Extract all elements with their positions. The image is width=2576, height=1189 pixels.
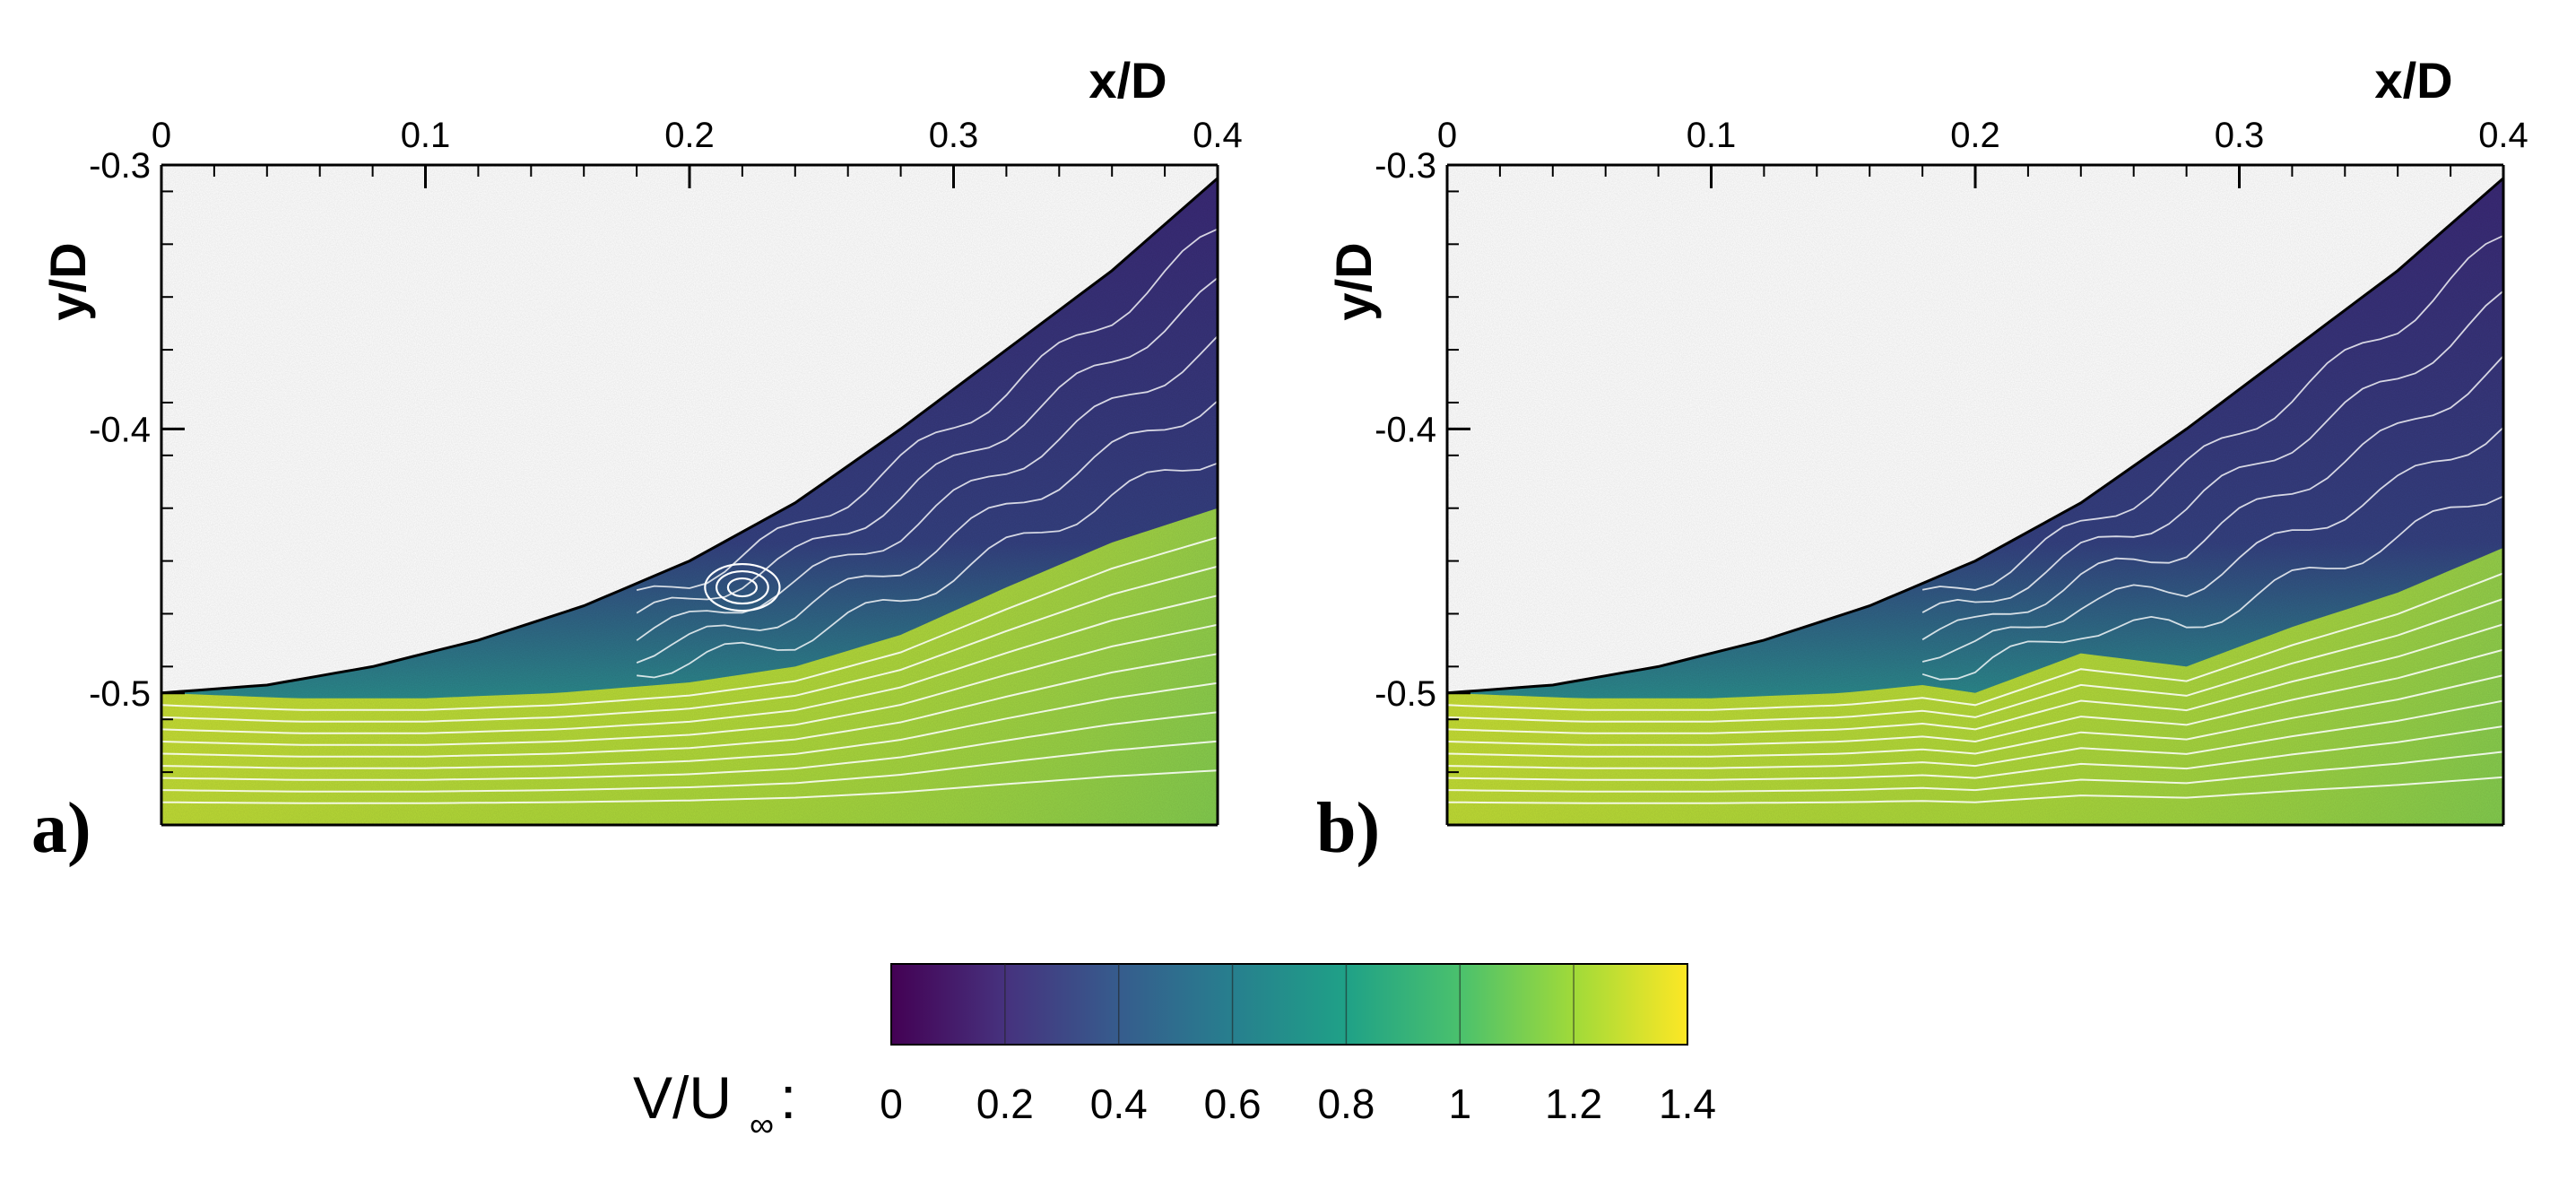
separated-streamline: [1921, 290, 2503, 613]
y-tick-label: -0.3: [89, 146, 151, 186]
vortex-streamline: [704, 562, 781, 612]
streamline: [1447, 597, 2503, 723]
separated-streamline: [1921, 234, 2503, 591]
colorbar-tick-label: 1: [1448, 1081, 1471, 1127]
streamline: [1447, 674, 2503, 758]
separated-streamline: [636, 277, 1218, 614]
x-tick-label: 0.1: [1687, 116, 1737, 155]
colorbar-tick-label: 0.6: [1204, 1081, 1262, 1127]
colorbar-title-subscript: ∞: [750, 1107, 774, 1144]
vortex-streamline: [726, 577, 759, 598]
colorbar-tick-label: 1.2: [1545, 1081, 1602, 1127]
y-tick-label: -0.4: [1375, 410, 1436, 449]
colorbar-tick-label: 0.2: [976, 1081, 1034, 1127]
streamline: [161, 740, 1218, 793]
streamline: [1447, 623, 2503, 734]
y-tick-label: -0.4: [89, 410, 151, 449]
streamline: [161, 681, 1218, 769]
x-tick-label: 0.4: [1193, 116, 1243, 155]
vortex-streamline: [716, 569, 769, 605]
y-tick-label: -0.5: [1375, 674, 1436, 714]
streamline: [161, 769, 1218, 804]
x-axis-title: x/D: [2374, 52, 2452, 108]
wall-profile: [160, 177, 1219, 695]
streamline: [161, 565, 1218, 723]
x-tick-label: 0: [152, 116, 171, 155]
noise-texture: [1447, 165, 2503, 825]
wall-profile: [1446, 177, 2504, 695]
streamline: [161, 623, 1218, 746]
colorbar-tick-label: 0.4: [1090, 1081, 1148, 1127]
streamline: [1447, 699, 2503, 769]
x-tick-label: 0.4: [2478, 116, 2528, 155]
x-axis-title: x/D: [1089, 52, 1167, 108]
x-tick-label: 0: [1437, 116, 1457, 155]
field-area: [161, 165, 1218, 825]
streamline: [161, 711, 1218, 781]
streamline: [1447, 572, 2503, 711]
x-tick-label: 0.2: [1950, 116, 2000, 155]
field-area: [1447, 165, 2503, 825]
colorbar: 0 0.2 0.4 0.6 0.8 1 1.2 1.4 V/U ∞:: [633, 963, 1716, 1144]
panel-label: a): [31, 789, 91, 868]
colorbar-gradient: [890, 963, 1688, 1046]
panel-a: 0 0.1 0.2 0.3 0.4 -0.3 -0.4 -0.5 x/D y/D a): [31, 52, 1243, 868]
separated-streamline: [1921, 495, 2503, 681]
colorbar-tick-label: 1.4: [1659, 1081, 1716, 1127]
x-tick-label: 0.3: [929, 116, 979, 155]
colorbar-title-main: V/U: [633, 1064, 732, 1131]
x-tick-label: 0.1: [401, 116, 451, 155]
x-tick-label: 0.3: [2215, 116, 2265, 155]
colorbar-tick-label: 0.8: [1317, 1081, 1375, 1127]
colorbar-title-colon: :: [780, 1064, 796, 1131]
noise-texture: [161, 165, 1218, 825]
streamline: [161, 536, 1218, 711]
colorbar-title: V/U ∞:: [633, 1064, 796, 1144]
streamline: [161, 653, 1218, 758]
separated-streamline: [1921, 426, 2503, 663]
separated-streamline: [636, 335, 1218, 641]
y-tick-label: -0.5: [89, 674, 151, 714]
streamline: [161, 594, 1218, 734]
y-axis-title: y/D: [1325, 242, 1382, 320]
streamline: [1447, 776, 2503, 804]
separated-streamline: [1921, 355, 2503, 641]
y-tick-label: -0.3: [1375, 146, 1436, 186]
panel-label: b): [1316, 789, 1380, 868]
colorbar-tick-label: 0: [880, 1081, 903, 1127]
separated-streamline: [636, 400, 1218, 664]
streamline: [1447, 751, 2503, 793]
separated-streamline: [636, 462, 1218, 679]
panel-b: 0 0.1 0.2 0.3 0.4 -0.3 -0.4 -0.5 x/D y/D b): [1316, 52, 2528, 868]
streamline: [1447, 725, 2503, 781]
streamline: [1447, 648, 2503, 746]
x-tick-label: 0.2: [664, 116, 715, 155]
y-axis-title: y/D: [39, 242, 96, 320]
